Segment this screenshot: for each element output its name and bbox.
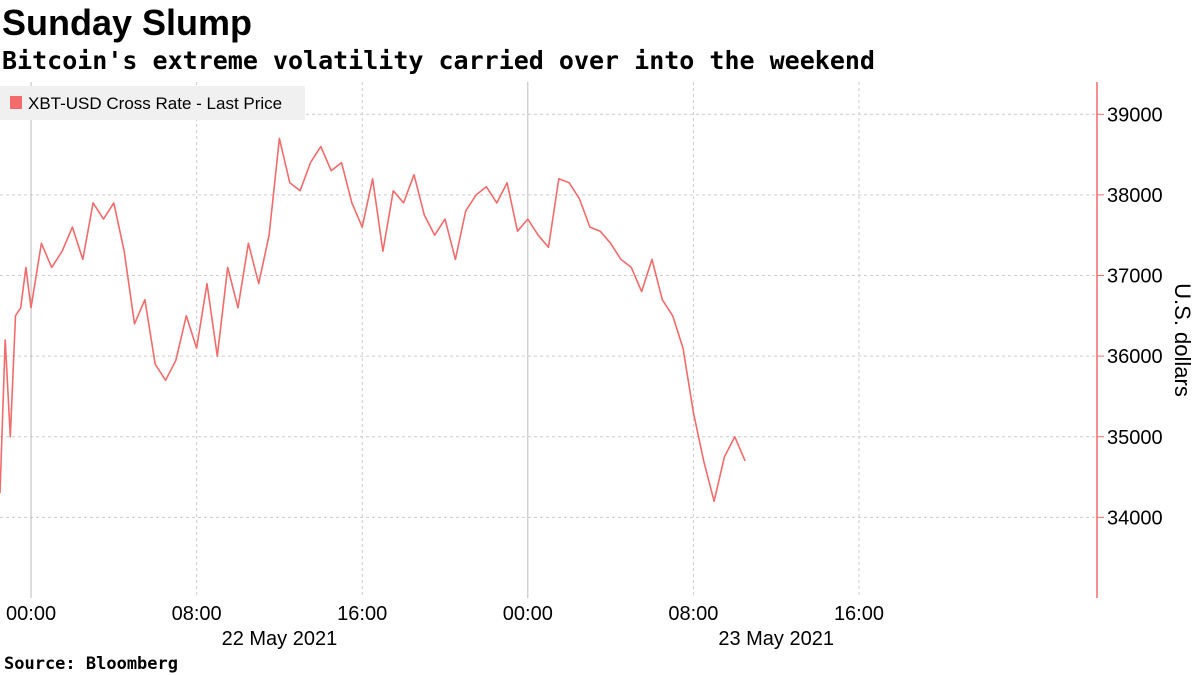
series	[0, 137, 746, 503]
y-tick-label: 34000	[1107, 507, 1163, 529]
x-date-label: 22 May 2021	[222, 628, 338, 650]
x-tick-label: 08:00	[668, 603, 718, 625]
source-note: Source: Bloomberg	[4, 654, 178, 674]
x-tick-label: 00:00	[503, 603, 553, 625]
legend: XBT-USD Cross Rate - Last Price	[0, 86, 305, 120]
x-tick-label: 00:00	[6, 603, 56, 625]
y-tick-label: 39000	[1107, 104, 1163, 126]
x-axis: 00:00 08:00 16:00 00:00 08:00 16:00 22 May 202…	[6, 603, 884, 650]
y-axis-label: U.S. dollars	[1170, 283, 1195, 397]
legend-label: XBT-USD Cross Rate - Last Price	[28, 94, 282, 113]
x-tick-label: 16:00	[834, 603, 884, 625]
x-date-label: 23 May 2021	[718, 628, 834, 650]
y-tick-label: 38000	[1107, 185, 1163, 207]
y-tick-label: 37000	[1107, 266, 1163, 288]
x-tick-label: 08:00	[172, 603, 222, 625]
chart-title: Sunday Slump	[2, 2, 253, 43]
chart-subtitle: Bitcoin's extreme volatility carried ove…	[2, 46, 875, 75]
y-axis: 34000 35000 36000 37000 38000 39000	[1096, 82, 1163, 598]
y-tick-label: 36000	[1107, 346, 1163, 368]
grid	[0, 82, 1097, 598]
legend-swatch	[10, 96, 22, 109]
x-tick-label: 16:00	[337, 603, 387, 625]
series-line	[0, 137, 746, 503]
legend-background	[0, 86, 305, 120]
y-tick-label: 35000	[1107, 427, 1163, 449]
